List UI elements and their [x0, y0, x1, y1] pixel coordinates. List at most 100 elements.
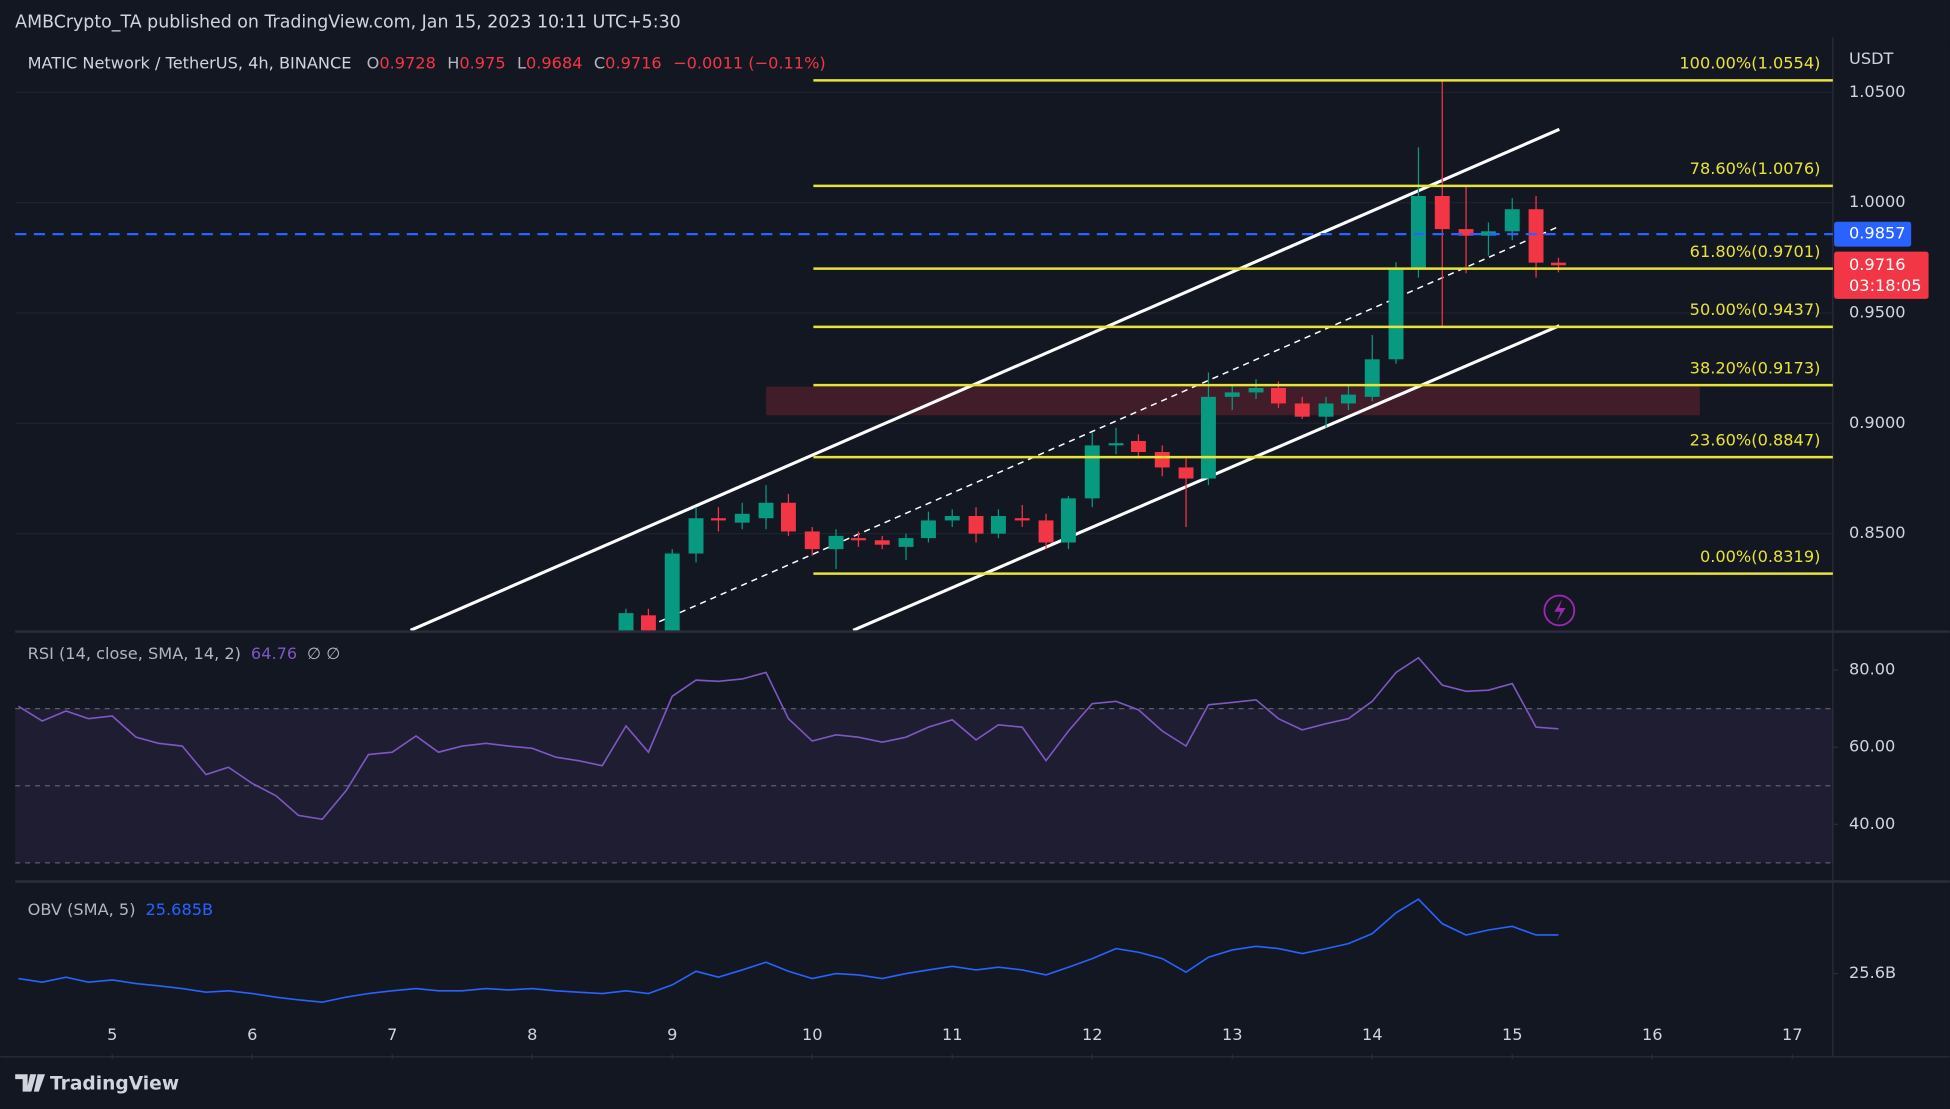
candle-body [1388, 268, 1404, 360]
fib-label: 38.20%(0.9173) [1690, 358, 1821, 377]
candle-body [618, 613, 634, 631]
candle-body [968, 516, 984, 534]
legend: MATIC Network / TetherUS, 4h, BINANCE O0… [28, 53, 826, 72]
x-tick-label: 14 [1362, 1025, 1383, 1044]
candle-body [734, 513, 750, 523]
fib-label: 61.80%(0.9701) [1690, 242, 1821, 261]
candle-body [1200, 396, 1216, 479]
candle-body [1060, 498, 1076, 543]
y-tick-label: 1.0500 [1849, 82, 1906, 101]
candle-body [1038, 520, 1054, 543]
candle-body [1108, 443, 1124, 446]
rsi-title: RSI (14, close, SMA, 14, 2) [28, 643, 241, 662]
ohlc-key: C [594, 53, 605, 72]
candle-body [828, 535, 844, 550]
candle-body [874, 540, 890, 545]
ohlc-value: 0.9684 [526, 53, 583, 72]
header-bar [0, 0, 1950, 43]
candle-body [944, 516, 960, 521]
indicator-line [17, 656, 1559, 821]
fib-label: 100.00%(1.0554) [1679, 54, 1820, 73]
x-tick-label: 17 [1782, 1025, 1803, 1044]
header: AMBCrypto_TA published on TradingView.co… [15, 12, 681, 32]
rsi-value: 64.76 [251, 643, 297, 662]
alert-icon-bolt [1554, 599, 1566, 622]
candle-body [1014, 518, 1030, 521]
y-tick-label: 25.6B [1849, 963, 1896, 982]
x-tick-label: 11 [942, 1025, 963, 1044]
candle-body [1130, 440, 1146, 453]
candle-body [1084, 445, 1100, 499]
candle-body [780, 502, 796, 532]
candle-body [640, 615, 656, 631]
candle-body [1410, 195, 1426, 269]
candle-body [688, 518, 704, 554]
price-line-box [1834, 221, 1912, 247]
ohlc-key: O [367, 53, 380, 72]
y-tick-label: 40.00 [1849, 814, 1895, 833]
candle-body [1480, 231, 1496, 236]
y-tick-label: 0.8500 [1849, 523, 1906, 542]
obv-value: 25.685B [145, 900, 213, 919]
candle-body [1550, 262, 1566, 266]
candle-body [1528, 209, 1544, 263]
candle-body [758, 502, 774, 519]
indicator-line [18, 898, 1559, 1003]
candle-body [710, 518, 726, 521]
fib-label: 78.60%(1.0076) [1690, 159, 1821, 178]
y-tick-label: 0.9000 [1849, 413, 1906, 432]
candle-body [664, 553, 680, 631]
candle-body [1340, 394, 1356, 404]
candle-body [1318, 403, 1334, 417]
channel-upper [409, 127, 1560, 631]
fib-label: 23.60%(0.8847) [1690, 430, 1821, 449]
candle-body [850, 538, 866, 541]
fib-label: 0.00%(0.8319) [1700, 547, 1820, 566]
x-tick-label: 16 [1642, 1025, 1663, 1044]
x-tick-label: 13 [1222, 1025, 1243, 1044]
supply-zone [766, 386, 1700, 416]
x-tick-label: 10 [802, 1025, 823, 1044]
channel-mid [658, 225, 1560, 623]
y-tick-label: 1.0000 [1849, 192, 1906, 211]
candle-body [990, 516, 1006, 534]
svg-text:OBV (SMA, 5)25.685B: OBV (SMA, 5) 25.685B [28, 900, 213, 919]
symbol: MATIC Network / TetherUS, 4h, BINANCE [28, 53, 352, 72]
alert-icon [1543, 594, 1576, 627]
logo [15, 1074, 46, 1092]
ohlc-value: 0.9716 [605, 53, 662, 72]
rsi-extra: ∅ ∅ [307, 643, 340, 662]
candle-body [1458, 229, 1474, 236]
ohlc-value: 0.975 [459, 53, 505, 72]
y-tick-label: 80.00 [1849, 660, 1895, 679]
svg-text:RSI (14, close, SMA, 14, 2)64.: RSI (14, close, SMA, 14, 2) 64.76 ∅ ∅ [28, 643, 341, 662]
x-tick-label: 6 [247, 1025, 257, 1044]
y-tick-label: 0.9500 [1849, 302, 1906, 321]
ohlc-value: 0.9728 [379, 53, 436, 72]
candle-body [1504, 209, 1520, 232]
x-tick-label: 5 [107, 1025, 117, 1044]
candle-body [920, 520, 936, 539]
candle-body [1364, 359, 1380, 397]
x-tick-label: 8 [527, 1025, 537, 1044]
ohlc-key: H [447, 53, 459, 72]
candle-body [804, 531, 820, 550]
x-tick-label: 12 [1082, 1025, 1103, 1044]
candle-body [1270, 388, 1286, 404]
countdown: 03:18:05 [1849, 276, 1922, 295]
candle-body [1178, 467, 1194, 479]
change: −0.0011 (−0.11%) [673, 53, 826, 72]
candle-body [1294, 403, 1310, 417]
obv-title: OBV (SMA, 5) [28, 900, 136, 919]
last-price-box [1834, 251, 1929, 299]
candle-body [1248, 388, 1264, 393]
ohlc-key: L [517, 53, 526, 72]
unit: USDT [1849, 49, 1894, 68]
candle-body [1154, 452, 1170, 468]
last-price: 0.9716 [1849, 255, 1906, 274]
price-line-label: 0.9857 [1849, 224, 1906, 243]
fib-label: 50.00%(0.9437) [1690, 300, 1821, 319]
x-tick-label: 15 [1502, 1025, 1523, 1044]
